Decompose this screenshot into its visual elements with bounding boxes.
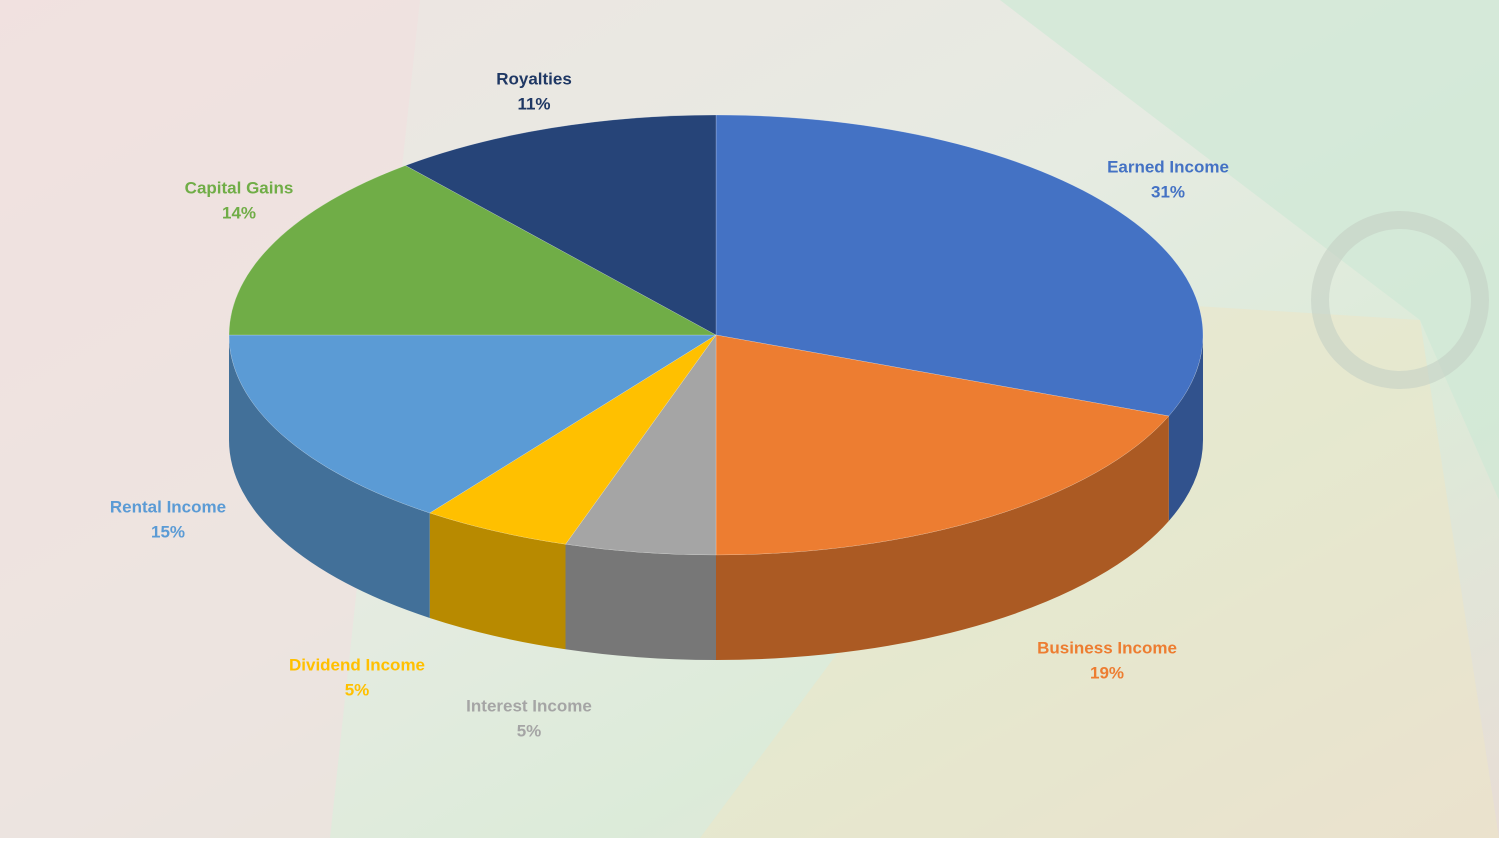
slice-side	[565, 544, 716, 660]
slice-label: Royalties	[496, 69, 572, 88]
slice-label: Interest Income	[466, 696, 592, 715]
slice-value-label: 19%	[1090, 663, 1124, 682]
slice	[404, 114, 717, 336]
slice-value-label: 31%	[1151, 182, 1185, 201]
slice-side	[229, 335, 430, 618]
banknote	[0, 0, 420, 838]
slice	[715, 114, 1204, 417]
slice-label: Dividend Income	[289, 655, 425, 674]
slice	[429, 334, 717, 545]
slice-label: Capital Gains	[185, 178, 294, 197]
slice-side	[429, 512, 566, 650]
slice-label: Rental Income	[110, 497, 226, 516]
slice	[228, 165, 717, 336]
slice-value-label: 15%	[151, 522, 185, 541]
slice-value-label: 5%	[517, 721, 542, 740]
slice-value-label: 11%	[517, 94, 550, 113]
slice	[715, 334, 1170, 556]
slice-label: Business Income	[1037, 638, 1177, 657]
slice-side	[716, 415, 1169, 660]
banknote-detail	[1311, 211, 1489, 389]
slice-label: Earned Income	[1107, 157, 1229, 176]
slice	[565, 334, 717, 556]
pie	[228, 114, 1204, 660]
slice-side	[1168, 335, 1203, 521]
slice	[228, 334, 717, 514]
slice-value-label: 5%	[345, 680, 370, 699]
labels: Earned Income 31% Business Income 19% Intere…	[110, 69, 1229, 740]
banknote	[1000, 0, 1499, 500]
slice-value-label: 14%	[222, 203, 256, 222]
